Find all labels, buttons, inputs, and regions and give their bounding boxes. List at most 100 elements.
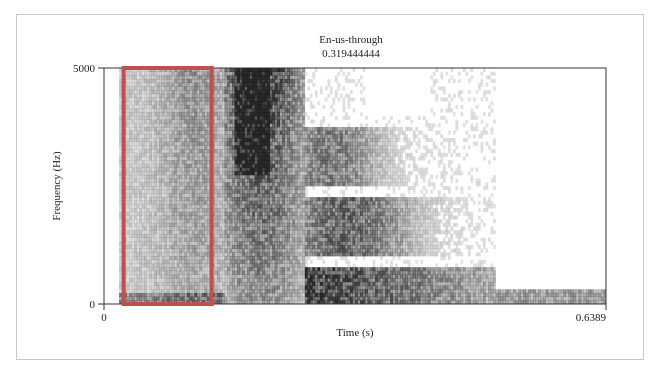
spectrogram-cell-4449 — [292, 189, 296, 194]
spectrogram-cell-3497 — [254, 219, 258, 224]
spectrogram-cell-2447 — [214, 123, 218, 128]
spectrogram-cell-4015 — [274, 241, 278, 246]
spectrogram-cell-3076 — [239, 82, 243, 87]
spectrogram-cell-4719 — [302, 241, 306, 246]
spectrogram-cell-1138 — [161, 252, 165, 257]
spectrogram-cell-403 — [134, 138, 137, 143]
spectrogram-cell-4657 — [299, 248, 303, 253]
spectrogram-cell-1016 — [156, 274, 160, 279]
spectrogram-cell-2683 — [221, 285, 225, 290]
spectrogram-cell-4823 — [307, 256, 311, 261]
spectrogram-cell-194 — [126, 75, 130, 80]
spectrogram-cell-3394 — [252, 75, 255, 80]
spectrogram-cell-846 — [151, 119, 155, 124]
spectrogram-cell-4060 — [277, 171, 280, 176]
spectrogram-cell-1221 — [166, 86, 170, 91]
spectrogram-cell-2298 — [206, 281, 210, 286]
spectrogram-cell-4635 — [299, 167, 303, 172]
spectrogram-cell-1358 — [171, 119, 175, 124]
spectrogram-cell-2679 — [221, 270, 225, 275]
spectrogram-cell-2956 — [234, 112, 238, 117]
spectrogram-cell-2565 — [219, 86, 223, 91]
spectrogram-cell-977 — [156, 130, 160, 135]
spectrogram-cell-2791 — [226, 211, 230, 216]
spectrogram-cell-2704 — [224, 127, 228, 131]
spectrogram-cell-2502 — [216, 90, 220, 95]
spectrogram-cell-325 — [131, 86, 135, 91]
spectrogram-cell-3834 — [267, 281, 270, 286]
spectrogram-cell-1986 — [196, 75, 200, 80]
spectrogram-cell-1084 — [159, 289, 163, 294]
spectrogram-cell-1010 — [156, 252, 160, 257]
spectrogram-cell-4742 — [304, 138, 308, 143]
spectrogram-cell-2990 — [234, 237, 238, 242]
spectrogram-cell-1511 — [176, 211, 180, 216]
spectrogram-cell-3903 — [269, 300, 273, 304]
spectrogram-cell-4919 — [312, 252, 316, 257]
spectrogram-cell-1269 — [166, 263, 170, 268]
spectrogram-cell-1004 — [156, 230, 160, 235]
spectrogram-cell-2008 — [196, 156, 200, 161]
spectrogram-cell-2005 — [196, 145, 200, 150]
spectrogram-cell-4623 — [299, 123, 303, 128]
spectrogram-cell-561 — [139, 248, 142, 253]
spectrogram-cell-2156 — [201, 230, 205, 235]
spectrogram-cell-671 — [144, 182, 147, 187]
spectrogram-cell-3729 — [264, 130, 268, 135]
spectrogram-cell-1021 — [156, 292, 160, 297]
spectrogram-cell-4213 — [282, 263, 286, 268]
spectrogram-cell-2682 — [221, 281, 225, 286]
spectrogram-cell-2043 — [196, 285, 200, 290]
spectrogram-cell-690 — [144, 252, 147, 257]
spectrogram-cell-2586 — [219, 163, 223, 168]
spectrogram-cell-655 — [144, 123, 147, 128]
spectrogram-cell-4490 — [294, 104, 298, 109]
spectrogram-cell-4407 — [289, 270, 293, 275]
spectrogram-cell-2054 — [199, 90, 203, 95]
spectrogram-cell-3947 — [272, 226, 275, 231]
spectrogram-cell-3212 — [244, 112, 248, 117]
spectrogram-cell-3710 — [262, 296, 265, 301]
spectrogram-cell-779 — [149, 108, 152, 113]
spectrogram-cell-597 — [141, 145, 145, 150]
spectrogram-cell-1193 — [164, 219, 168, 224]
spectrogram-cell-4895 — [312, 156, 316, 161]
spectrogram-cell-2197 — [204, 145, 208, 150]
spectrogram-cell-3225 — [244, 160, 248, 165]
spectrogram-cell-936 — [154, 215, 158, 220]
spectrogram-cell-2519 — [216, 152, 220, 157]
spectrogram-cell-4371 — [289, 138, 293, 143]
spectrogram-cell-3868 — [269, 171, 273, 176]
spectrogram-cell-1160 — [164, 97, 168, 102]
spectrogram-cell-942 — [154, 237, 158, 242]
spectrogram-cell-4152 — [279, 274, 283, 279]
spectrogram-cell-1061 — [159, 204, 163, 209]
spectrogram-cell-1551 — [179, 123, 183, 128]
spectrogram-cell-3614 — [259, 178, 263, 183]
spectrogram-cell-1879 — [191, 152, 195, 157]
spectrogram-image — [119, 68, 606, 304]
spectrogram-cell-2668 — [221, 230, 225, 235]
spectrogram-cell-1946 — [194, 163, 198, 168]
spectrogram-cell-3959 — [272, 270, 275, 275]
spectrogram-cell-2807 — [226, 270, 230, 275]
spectrogram-cell-3629 — [259, 233, 263, 238]
spectrogram-cell-281 — [129, 160, 132, 165]
spectrogram-cell-1999 — [196, 123, 200, 128]
spectrogram-cell-1204 — [164, 259, 168, 264]
spectrogram-cell-460 — [136, 112, 140, 117]
spectrogram-cell-2166 — [201, 267, 205, 272]
spectrogram-cell-3470 — [254, 119, 258, 124]
spectrogram-cell-3552 — [257, 186, 260, 190]
spectrogram-cell-1275 — [166, 285, 170, 290]
spectrogram-cell-777 — [149, 101, 152, 106]
spectrogram-cell-4273 — [284, 248, 288, 253]
spectrogram-cell-997 — [156, 204, 160, 209]
spectrogram-cell-4506 — [294, 163, 298, 168]
spectrogram-cell-3213 — [244, 115, 248, 120]
spectrogram-cell-1743 — [186, 123, 190, 128]
spectrogram-cell-3967 — [272, 300, 275, 304]
spectrogram-cell-4546 — [297, 75, 301, 80]
spectrogram-cell-1520 — [176, 245, 180, 249]
spectrogram-cell-1039 — [159, 123, 163, 128]
